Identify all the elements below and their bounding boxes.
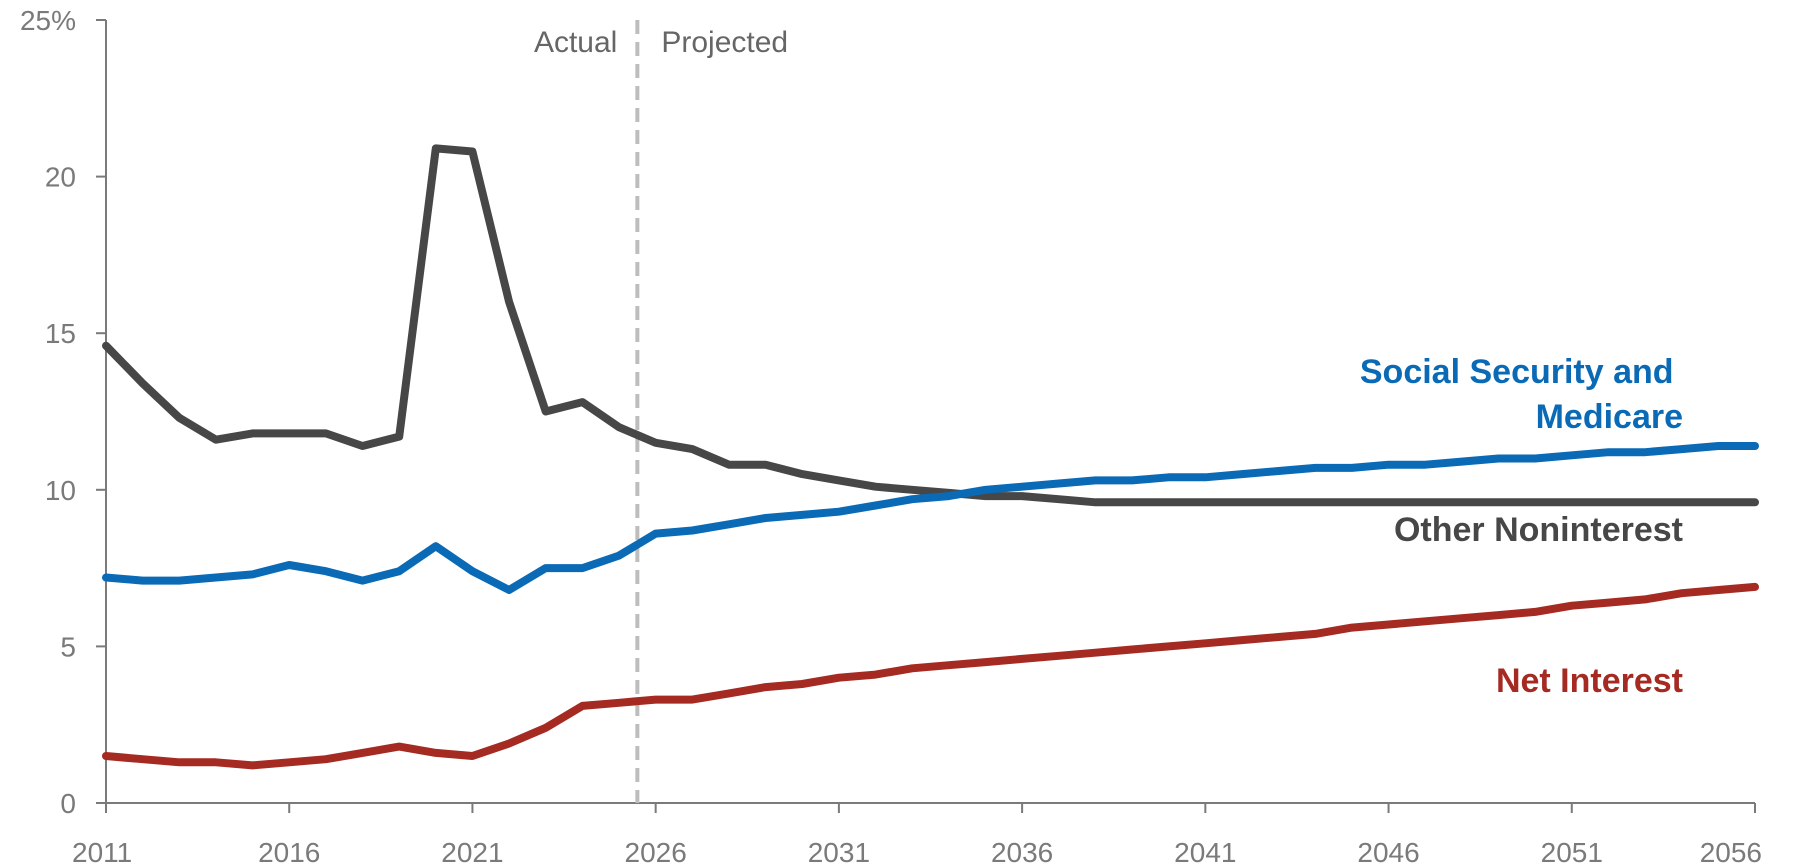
y-tick-label: 20: [45, 162, 76, 193]
x-axis: 2011 2016 2021 2026 2031 2036 2041 2046 2051 2056: [72, 802, 1762, 864]
series-labels: Social Security and Medicare Other Nonin…: [1360, 353, 1683, 700]
x-tick-label: 2026: [625, 837, 687, 864]
series-label-social-security-medicare-line-1: Social Security and: [1360, 353, 1674, 391]
x-tick-label: 2011: [72, 837, 132, 864]
x-tick-label: 2031: [808, 837, 870, 864]
y-tick-label: 10: [45, 475, 76, 506]
series-line-net-interest: [102, 582, 1759, 770]
x-tick-label: 2041: [1174, 837, 1236, 864]
x-tick-label: 2016: [258, 837, 320, 864]
y-tick-label: 15: [45, 318, 76, 349]
actual-label: Actual: [534, 26, 617, 59]
x-tick-label: 2051: [1541, 837, 1603, 864]
y-tick-label: 25%: [20, 5, 76, 36]
series-label-net-interest: Net Interest: [1496, 662, 1683, 700]
x-tick-label: 2046: [1357, 837, 1419, 864]
y-tick-label: 0: [60, 788, 76, 819]
series-line-social-security-and-medicare: [102, 442, 1759, 594]
y-axis: 0 5 10 15 20 25%: [20, 5, 107, 819]
x-tick-label: 2021: [441, 837, 503, 864]
y-tick-label: 5: [60, 631, 76, 662]
series-line-other-noninterest: [102, 144, 1759, 507]
series-label-social-security-medicare: Social Security and Medicare: [1360, 353, 1683, 436]
actual-projected-divider: Actual Projected: [534, 20, 788, 803]
x-tick-label: 2036: [991, 837, 1053, 864]
series-lines: [102, 144, 1759, 770]
projected-label: Projected: [661, 26, 788, 59]
series-label-social-security-medicare-line-2: Medicare: [1536, 398, 1683, 436]
x-tick-label: 2056: [1700, 837, 1762, 864]
series-label-other-noninterest: Other Noninterest: [1394, 511, 1683, 549]
